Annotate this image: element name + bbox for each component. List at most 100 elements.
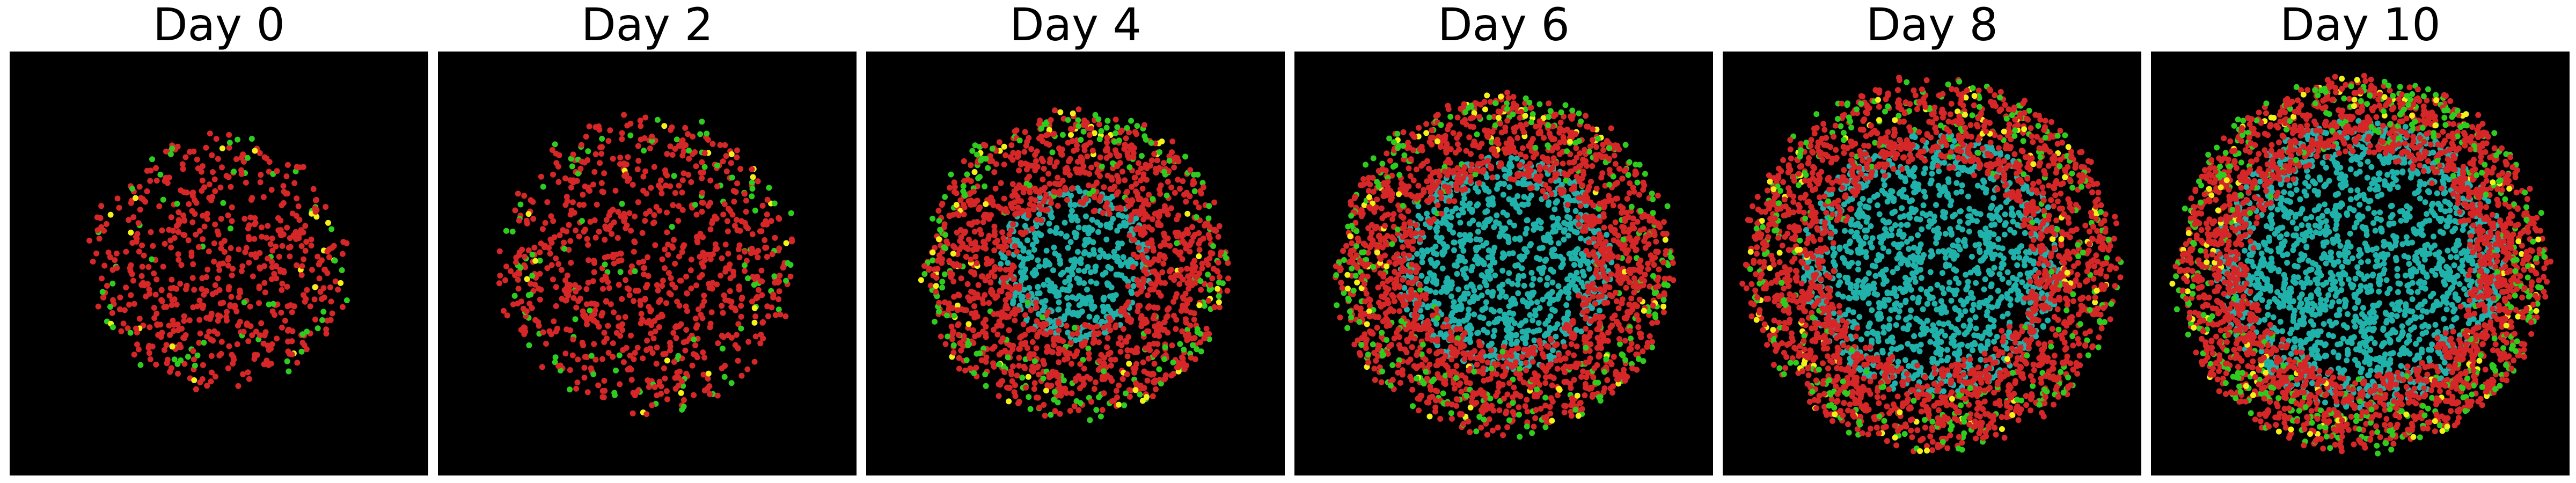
- proliferative-cell-point: [1104, 172, 1111, 179]
- necrotic-cell-point: [1546, 199, 1552, 206]
- proliferative-cell-point: [133, 325, 139, 332]
- proliferative-cell-point: [570, 151, 576, 158]
- necrotic-cell-point: [1551, 246, 1557, 253]
- proliferative-cell-point: [615, 258, 621, 264]
- proliferative-cell-point: [1082, 170, 1089, 176]
- proliferative-cell-point: [201, 223, 208, 230]
- proliferative-cell-point: [524, 221, 530, 226]
- proliferative-cell-point: [1002, 312, 1008, 318]
- proliferative-cell-point: [670, 202, 676, 208]
- necrotic-cell-point: [1564, 207, 1570, 213]
- proliferative-cell-point: [142, 199, 149, 205]
- proliferative-cell-point: [1044, 349, 1050, 355]
- proliferative-cell-point: [1042, 207, 1049, 214]
- necrotic-cell-point: [1010, 298, 1016, 304]
- proliferative-cell-point: [714, 281, 720, 288]
- proliferative-cell-point: [1423, 121, 1430, 127]
- proliferative-cell-point: [1107, 317, 1114, 324]
- proliferative-cell-point: [1012, 128, 1018, 135]
- proliferative-cell-point: [590, 181, 596, 188]
- proliferative-cell-point: [751, 358, 758, 365]
- panel-title: Day 0: [152, 0, 285, 51]
- necrotic-cell-point: [1463, 317, 1470, 323]
- proliferative-cell-point: [281, 268, 287, 274]
- proliferative-cell-point: [580, 312, 587, 318]
- proliferative-cell-point: [1158, 222, 1164, 229]
- proliferative-cell-point: [742, 268, 748, 274]
- proliferative-cell-point: [1007, 272, 1014, 278]
- necrotic-cell-point: [1120, 254, 1126, 260]
- proliferative-cell-point: [667, 340, 673, 346]
- proliferative-cell-point: [1202, 221, 1209, 227]
- proliferative-cell-point: [722, 241, 729, 248]
- proliferative-cell-point: [294, 213, 299, 219]
- proliferative-cell-point: [777, 273, 783, 279]
- hypoxic-cell-point: [1184, 210, 1191, 217]
- cycling-cell-point: [1170, 359, 1176, 365]
- proliferative-cell-point: [100, 294, 106, 301]
- proliferative-cell-point: [1079, 159, 1085, 165]
- proliferative-cell-point: [957, 340, 963, 346]
- proliferative-cell-point: [672, 190, 678, 196]
- necrotic-cell-point: [1482, 274, 1488, 281]
- necrotic-cell-point: [1074, 248, 1081, 255]
- proliferative-cell-point: [974, 260, 980, 266]
- proliferative-cell-point: [175, 229, 181, 235]
- proliferative-cell-point: [1209, 250, 1216, 257]
- proliferative-cell-point: [1134, 254, 1140, 260]
- necrotic-cell-point: [1455, 212, 1462, 218]
- proliferative-cell-point: [98, 203, 105, 209]
- necrotic-cell-point: [1524, 217, 1530, 224]
- proliferative-cell-point: [1006, 284, 1012, 290]
- cycling-cell-point: [1113, 130, 1118, 136]
- necrotic-cell-point: [1072, 214, 1079, 220]
- proliferative-cell-point: [978, 273, 985, 280]
- proliferative-cell-point: [126, 302, 133, 308]
- proliferative-cell-point: [1002, 348, 1008, 354]
- proliferative-cell-point: [1016, 355, 1022, 361]
- proliferative-cell-point: [496, 280, 502, 287]
- proliferative-cell-point: [144, 188, 150, 194]
- proliferative-cell-point: [228, 294, 235, 300]
- proliferative-cell-point: [1027, 189, 1033, 195]
- proliferative-cell-point: [1130, 154, 1137, 160]
- proliferative-cell-point: [1050, 337, 1057, 343]
- necrotic-cell-point: [1104, 304, 1111, 310]
- necrotic-cell-point: [1105, 264, 1111, 270]
- proliferative-cell-point: [712, 246, 719, 252]
- proliferative-cell-point: [672, 284, 678, 291]
- proliferative-cell-point: [1009, 181, 1016, 187]
- proliferative-cell-point: [616, 314, 621, 321]
- proliferative-cell-point: [699, 260, 705, 266]
- necrotic-cell-point: [1501, 166, 1507, 173]
- cycling-cell-point: [985, 165, 991, 171]
- necrotic-cell-point: [1465, 312, 1472, 318]
- necrotic-cell-point: [1056, 299, 1062, 305]
- cycling-cell-point: [783, 277, 789, 284]
- proliferative-cell-point: [189, 190, 195, 196]
- necrotic-cell-point: [1081, 268, 1088, 274]
- necrotic-cell-point: [1535, 320, 1542, 326]
- proliferative-cell-point: [1045, 131, 1051, 138]
- necrotic-cell-point: [1081, 280, 1087, 287]
- necrotic-cell-point: [1429, 246, 1436, 253]
- proliferative-cell-point: [707, 226, 714, 232]
- proliferative-cell-point: [986, 300, 992, 306]
- proliferative-cell-point: [644, 338, 650, 344]
- proliferative-cell-point: [1604, 377, 1611, 383]
- proliferative-cell-point: [1086, 182, 1092, 188]
- hypoxic-cell-point: [1361, 202, 1367, 208]
- proliferative-cell-point: [1180, 178, 1186, 185]
- proliferative-cell-point: [626, 292, 633, 298]
- proliferative-cell-point: [968, 257, 974, 263]
- necrotic-cell-point: [1564, 289, 1571, 295]
- necrotic-cell-point: [1575, 246, 1581, 252]
- proliferative-cell-point: [538, 240, 544, 247]
- proliferative-cell-point: [230, 266, 236, 272]
- proliferative-cell-point: [648, 330, 654, 336]
- proliferative-cell-point: [1185, 230, 1191, 237]
- proliferative-cell-point: [107, 254, 113, 260]
- necrotic-cell-point: [1424, 248, 1431, 254]
- proliferative-cell-point: [166, 323, 172, 329]
- proliferative-cell-point: [167, 237, 174, 244]
